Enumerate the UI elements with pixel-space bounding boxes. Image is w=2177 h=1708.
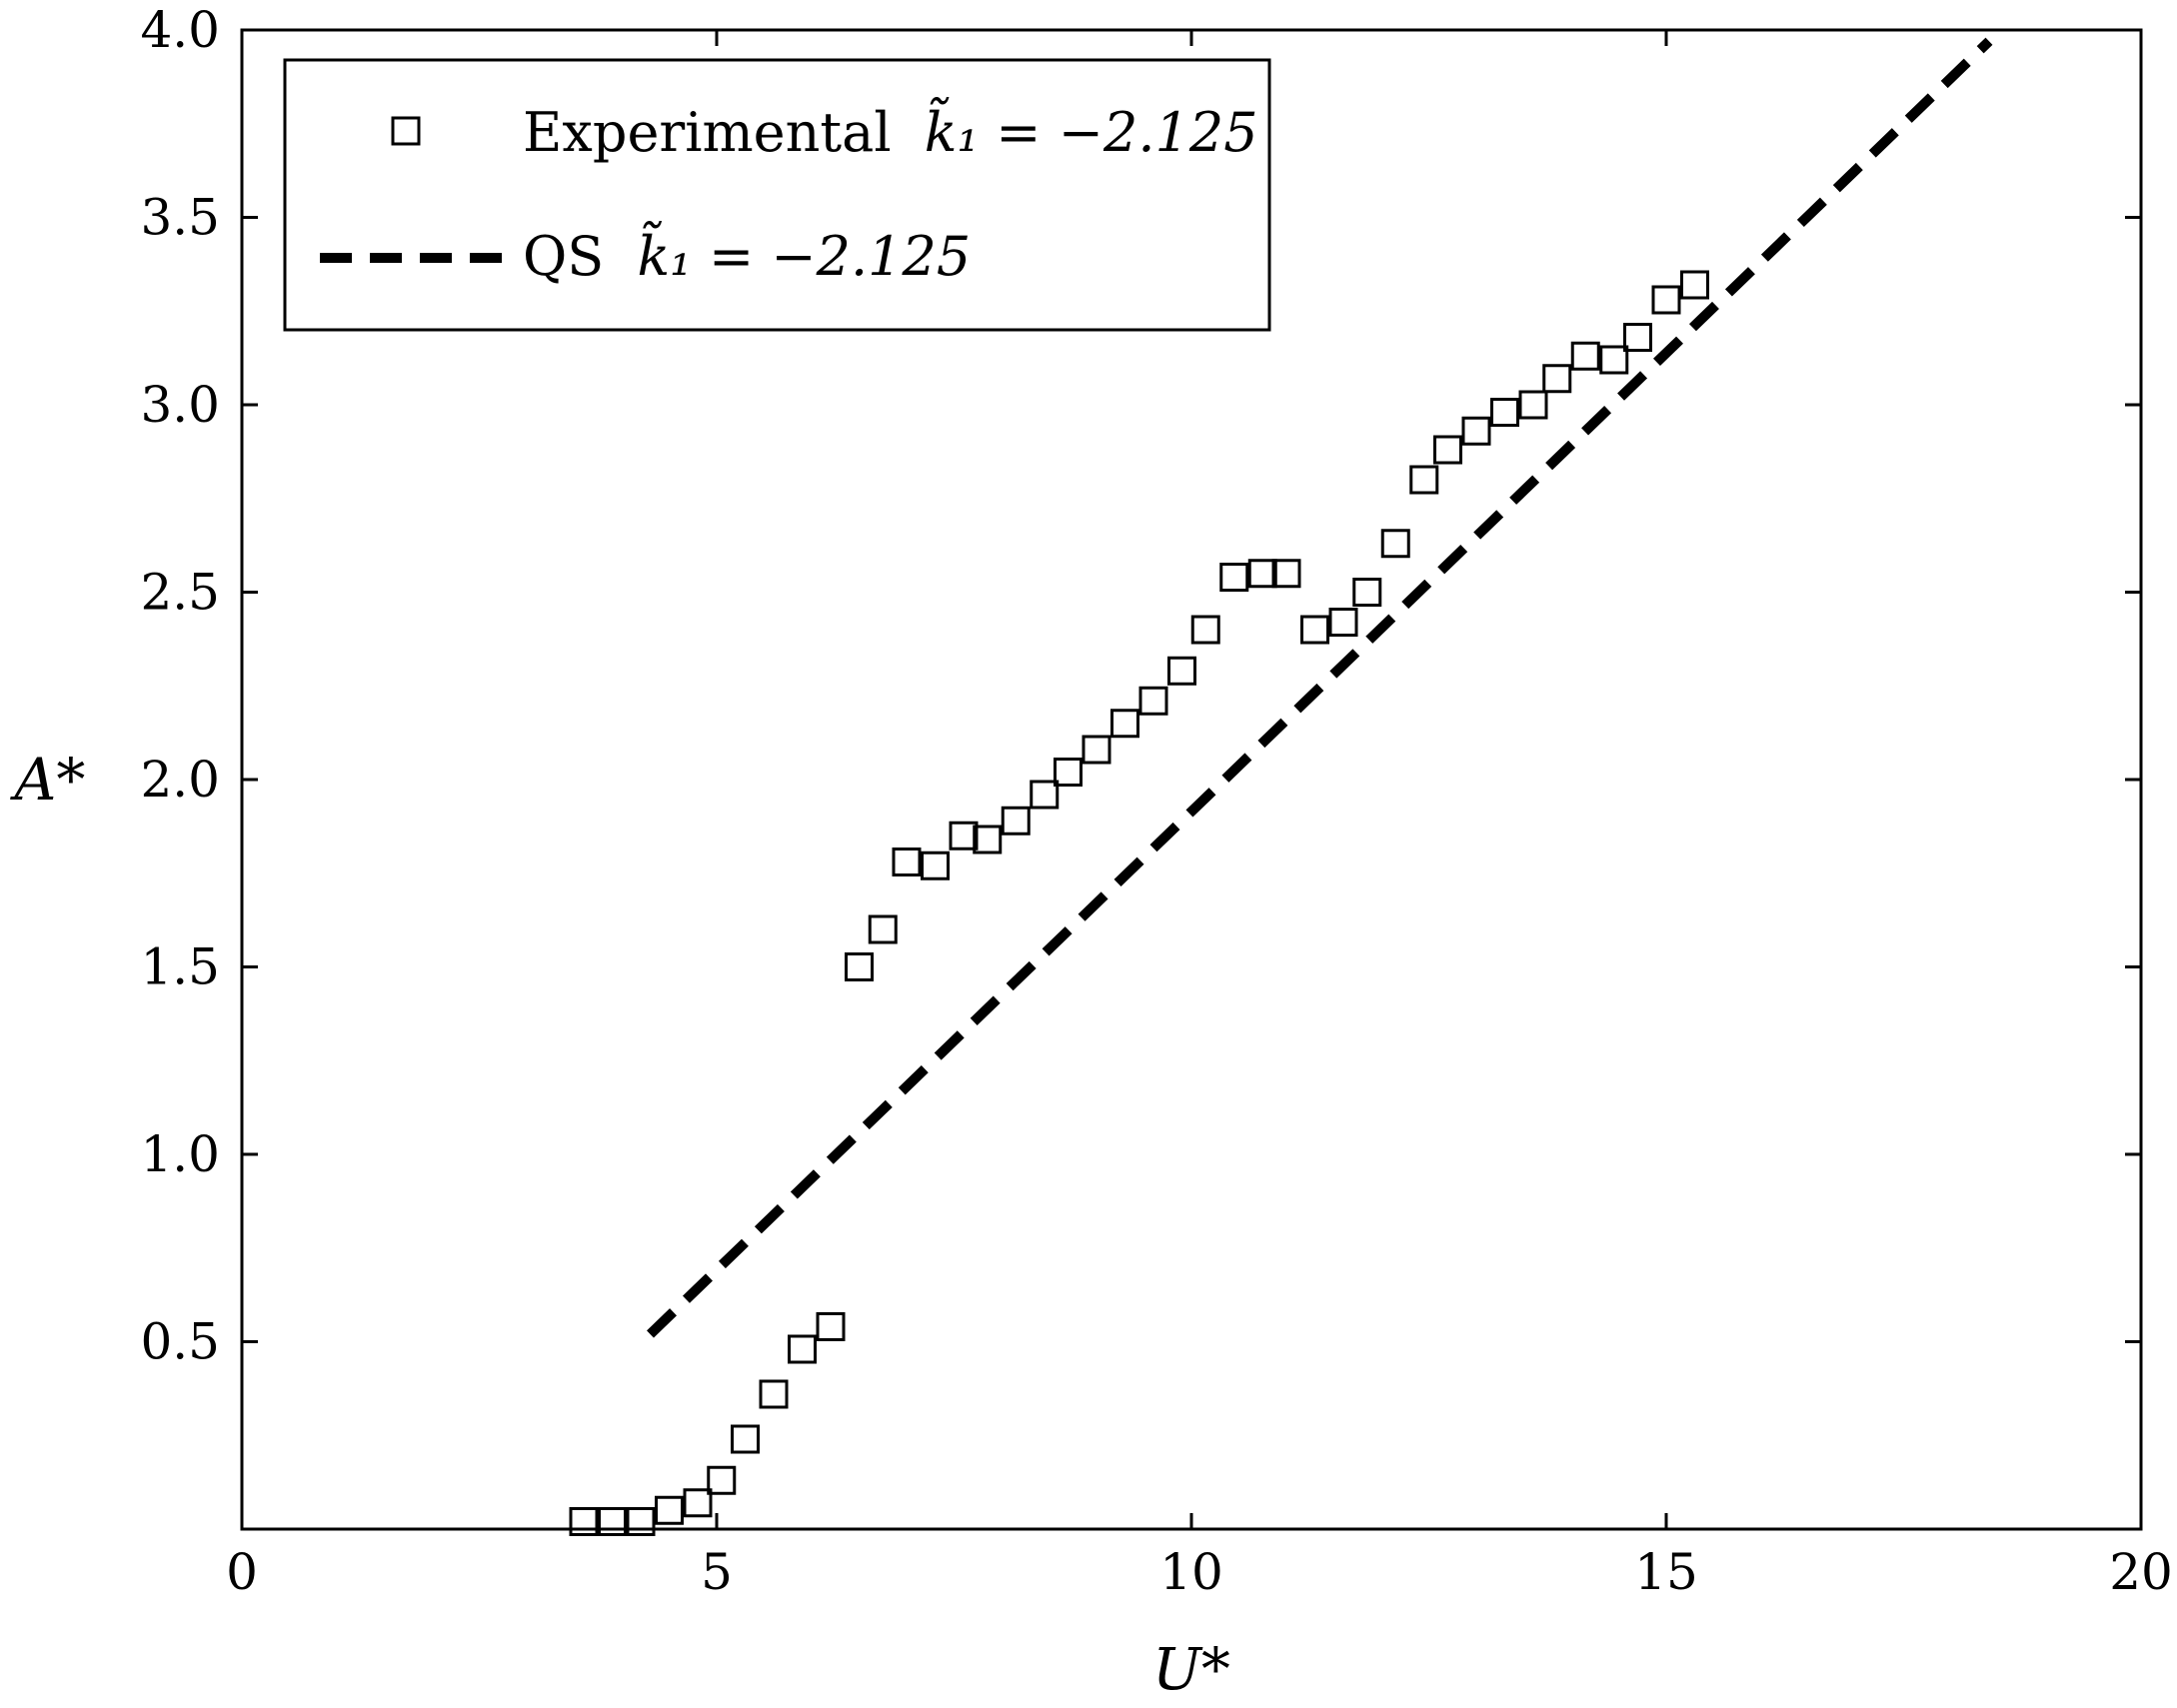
experimental-point — [1490, 398, 1519, 427]
experimental-point — [1542, 364, 1572, 394]
experimental-point — [655, 1495, 684, 1525]
y-tick-label: 1.0 — [140, 1125, 220, 1183]
experimental-point — [569, 1507, 599, 1536]
experimental-point — [1380, 529, 1410, 559]
experimental-point — [1680, 270, 1709, 300]
x-tick-label: 5 — [701, 1543, 733, 1601]
y-tick-label: 0.5 — [140, 1313, 220, 1371]
experimental-point — [1167, 656, 1196, 686]
experimental-point — [1433, 435, 1462, 465]
experimental-point — [1461, 416, 1491, 446]
legend-label-qs: QS k̃₁ = −2.125 — [523, 220, 971, 288]
experimental-point — [707, 1465, 737, 1495]
x-tick-label: 10 — [1159, 1543, 1223, 1601]
y-tick-label: 1.5 — [140, 938, 220, 996]
x-tick-label: 20 — [2109, 1543, 2173, 1601]
experimental-point — [683, 1488, 713, 1518]
experimental-point — [626, 1507, 656, 1536]
experimental-point — [1030, 780, 1060, 810]
experimental-point — [868, 914, 898, 944]
experimental-point — [1651, 285, 1681, 315]
experimental-point — [1623, 323, 1652, 352]
y-axis-label: A* — [10, 746, 86, 814]
legend-box — [283, 58, 1271, 332]
legend-param-experimental: k̃₁ = −2.125 — [925, 96, 1258, 164]
experimental-point — [1138, 686, 1168, 716]
experimental-point — [1219, 563, 1249, 592]
x-tick-label: 15 — [1634, 1543, 1698, 1601]
experimental-point — [759, 1379, 789, 1409]
experimental-point — [731, 1424, 760, 1454]
experimental-point — [598, 1507, 627, 1536]
y-tick-label: 3.0 — [140, 376, 220, 434]
experimental-point — [1599, 345, 1629, 375]
legend-param-qs: k̃₁ = −2.125 — [637, 220, 971, 288]
legend: Experimental k̃₁ = −2.125 QS k̃₁ = −2.12… — [283, 58, 1271, 332]
tick-marks — [240, 28, 2143, 1529]
experimental-point — [892, 848, 922, 876]
x-axis-label: U* — [1152, 1635, 1230, 1703]
experimental-point — [845, 952, 874, 981]
y-tick-label: 4.0 — [140, 1, 220, 59]
experimental-point — [949, 821, 979, 851]
experimental-point — [788, 1334, 817, 1364]
qs-series — [647, 37, 1993, 1338]
experimental-point — [1570, 341, 1600, 371]
experimental-point — [1271, 559, 1301, 589]
experimental-point — [1352, 578, 1382, 607]
legend-name-experimental: Experimental — [523, 101, 892, 164]
experimental-point — [1054, 758, 1083, 787]
experimental-point — [1518, 390, 1548, 420]
tick-labels: 0 5 10 15 20 0.5 1.0 1.5 2.0 2.5 3.0 3.5 4.0 — [140, 1, 2172, 1601]
experimental-point — [1082, 735, 1111, 765]
legend-label-experimental: Experimental k̃₁ = −2.125 — [523, 96, 1258, 164]
y-tick-label: 3.5 — [140, 189, 220, 247]
experimental-point — [1328, 608, 1358, 637]
experimental-point — [921, 851, 950, 880]
experimental-point — [1300, 615, 1329, 645]
legend-name-qs: QS — [523, 225, 604, 288]
experimental-point — [816, 1312, 846, 1341]
experimental-series — [569, 270, 1709, 1536]
legend-marker-experimental — [391, 116, 421, 146]
y-tick-label: 2.0 — [140, 751, 220, 809]
experimental-point — [1001, 806, 1031, 836]
experimental-point — [1409, 465, 1439, 495]
qs-line — [647, 37, 1993, 1338]
experimental-point — [1190, 615, 1220, 645]
y-tick-label: 2.5 — [140, 564, 220, 622]
experimental-point — [973, 825, 1003, 854]
experimental-point — [1247, 559, 1277, 589]
x-tick-label: 0 — [226, 1543, 258, 1601]
experimental-point — [1110, 709, 1139, 739]
